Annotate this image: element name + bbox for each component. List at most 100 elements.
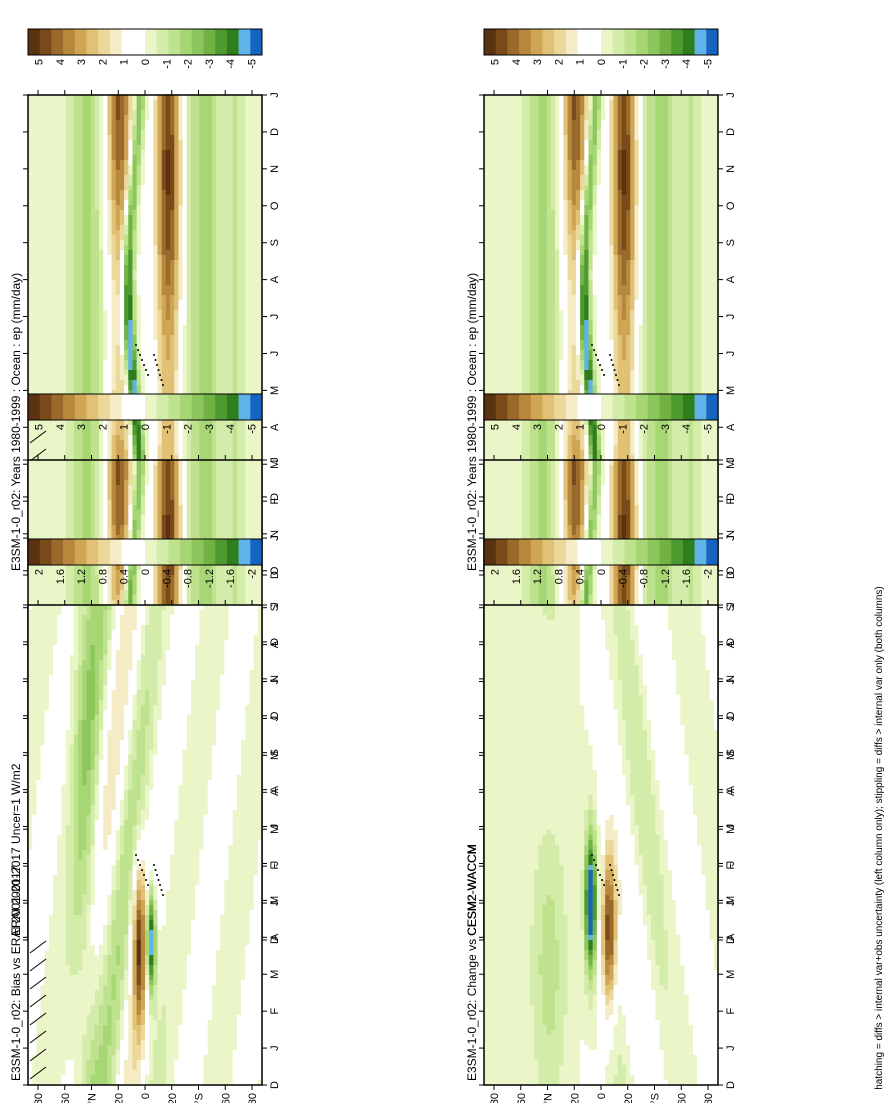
heatmap-cell <box>124 194 129 200</box>
heatmap-cell <box>178 139 184 145</box>
heatmap-cell <box>249 359 255 365</box>
heatmap-cell <box>178 304 184 310</box>
heatmap-cell <box>161 219 167 225</box>
heatmap-cell <box>153 299 159 305</box>
heatmap-cell <box>157 149 163 155</box>
heatmap-cell <box>161 274 167 280</box>
heatmap-cell <box>161 319 167 325</box>
heatmap-cell <box>44 264 50 270</box>
heatmap-cell <box>140 449 146 455</box>
heatmap-cell <box>157 179 163 185</box>
heatmap-cell <box>124 164 129 170</box>
heatmap-cell <box>178 434 184 440</box>
heatmap-cell <box>44 294 50 300</box>
heatmap-cell <box>94 134 100 140</box>
heatmap-cell <box>94 144 100 150</box>
heatmap-cell <box>182 174 188 180</box>
heatmap-cell <box>99 219 104 225</box>
heatmap-cell <box>111 299 117 305</box>
heatmap-cell <box>32 299 37 305</box>
heatmap-cell <box>199 369 205 375</box>
heatmap-cell <box>245 309 251 315</box>
heatmap-cell <box>207 179 213 185</box>
heatmap-cell <box>149 209 154 215</box>
heatmap-cell <box>199 374 205 380</box>
heatmap-cell <box>211 379 217 385</box>
heatmap-cell <box>136 384 142 390</box>
heatmap-cell <box>82 214 88 220</box>
heatmap-cell <box>115 224 121 230</box>
heatmap-cell <box>178 194 184 200</box>
heatmap-cell <box>53 149 58 155</box>
heatmap-cell <box>195 234 200 240</box>
heatmap-cell <box>48 299 54 305</box>
heatmap-cell <box>115 259 121 265</box>
heatmap-cell <box>65 244 71 250</box>
heatmap-cell <box>69 304 75 310</box>
heatmap-cell <box>236 374 242 380</box>
heatmap-cell <box>115 359 121 365</box>
heatmap-cell <box>211 199 217 205</box>
heatmap-cell <box>124 369 129 375</box>
heatmap-cell <box>32 184 37 190</box>
heatmap-cell <box>140 379 146 385</box>
heatmap-cell <box>99 209 104 215</box>
heatmap-cell <box>82 174 88 180</box>
heatmap-cell <box>145 154 150 160</box>
heatmap-cell <box>203 434 209 440</box>
heatmap-cell <box>249 329 255 335</box>
heatmap-cell <box>124 374 129 380</box>
heatmap-cell <box>165 159 171 165</box>
heatmap-cell <box>199 279 205 285</box>
heatmap-cell <box>65 239 71 245</box>
heatmap-cell <box>140 189 146 195</box>
heatmap-cell <box>140 279 146 285</box>
heatmap-cell <box>186 144 192 150</box>
heatmap-cell <box>170 339 175 345</box>
heatmap-cell <box>232 329 238 335</box>
heatmap-cell <box>65 324 71 330</box>
heatmap-cell <box>94 164 100 170</box>
heatmap-cell <box>107 379 113 385</box>
heatmap-cell <box>186 254 192 260</box>
heatmap-cell <box>241 209 246 215</box>
heatmap-cell <box>65 159 71 165</box>
heatmap-cell <box>136 319 142 325</box>
heatmap-cell <box>103 134 108 140</box>
heatmap-cell <box>216 314 221 320</box>
heatmap-cell <box>145 129 150 135</box>
heatmap-cell <box>182 289 188 295</box>
heatmap-cell <box>73 269 79 275</box>
heatmap-cell <box>207 139 213 145</box>
heatmap-cell <box>153 429 159 435</box>
heatmap-cell <box>178 299 184 305</box>
heatmap-cell <box>249 299 255 305</box>
heatmap-cell <box>232 199 238 205</box>
heatmap-cell <box>232 154 238 160</box>
heatmap-cell <box>128 329 134 335</box>
heatmap-cell <box>161 349 167 355</box>
heatmap-cell <box>48 309 54 315</box>
heatmap-cell <box>73 244 79 250</box>
heatmap-cell <box>174 214 180 220</box>
heatmap-cell <box>253 359 259 365</box>
heatmap-cell <box>78 279 83 285</box>
heatmap-cell <box>190 239 196 245</box>
heatmap-cell <box>207 194 213 200</box>
heatmap-cell <box>228 189 234 195</box>
heatmap-cell <box>249 274 255 280</box>
heatmap-cell <box>115 244 121 250</box>
heatmap-cell <box>220 184 225 190</box>
heatmap-cell <box>178 234 184 240</box>
heatmap-cell <box>73 439 79 445</box>
heatmap-cell <box>115 319 121 325</box>
heatmap-cell <box>199 224 205 230</box>
heatmap-cell <box>65 179 71 185</box>
heatmap-cell <box>145 449 150 455</box>
heatmap-cell <box>107 274 113 280</box>
heatmap-cell <box>207 434 213 440</box>
heatmap-cell <box>107 359 113 365</box>
heatmap-cell <box>228 329 234 335</box>
heatmap-cell <box>61 179 67 185</box>
heatmap-cell <box>132 249 138 255</box>
